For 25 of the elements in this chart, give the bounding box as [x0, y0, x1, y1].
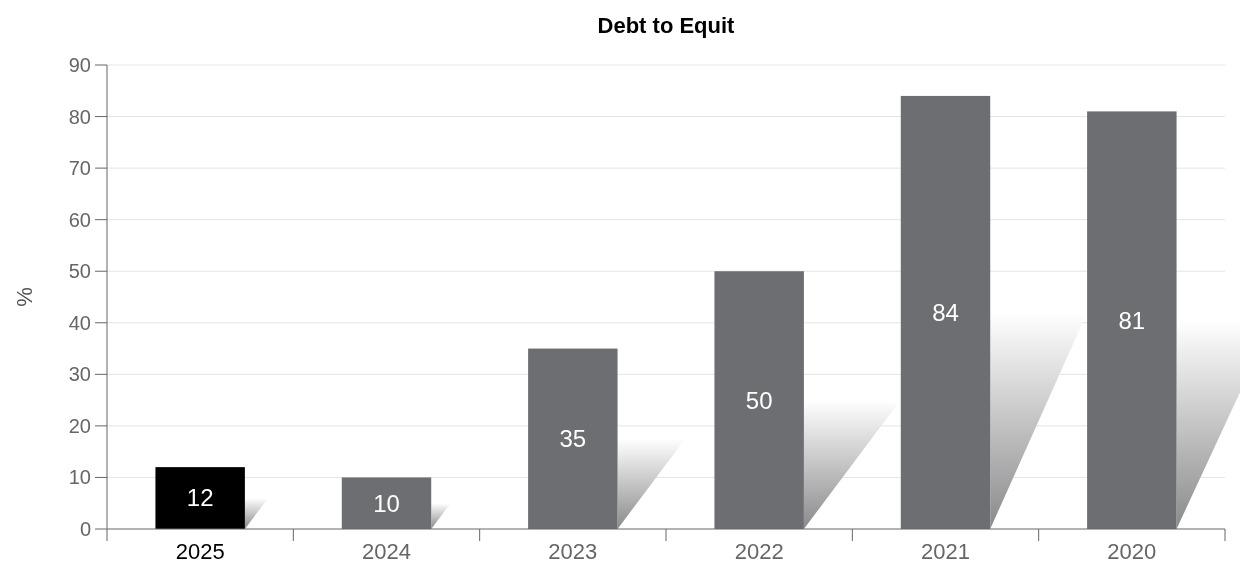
- x-tick-label: 2021: [921, 539, 970, 564]
- data-label: 81: [1118, 306, 1146, 334]
- x-tick-label: 2023: [548, 539, 598, 564]
- x-tick-label: 2022: [734, 539, 784, 564]
- bar: [155, 467, 245, 529]
- y-tick-label: 30: [68, 363, 91, 386]
- y-tick-label: 70: [68, 157, 91, 180]
- y-tick-label: 10: [68, 466, 91, 489]
- data-label: 35: [559, 425, 587, 453]
- data-label: 84: [932, 298, 959, 326]
- x-tick-label: 2020: [1107, 539, 1157, 564]
- y-tick-label: 80: [68, 105, 91, 128]
- x-tick-label: 2025: [175, 539, 225, 564]
- y-tick-label: 50: [68, 260, 91, 283]
- y-tick-label: 40: [68, 311, 91, 334]
- x-tick-label: 2024: [362, 539, 411, 564]
- y-axis-title: %: [12, 287, 37, 307]
- data-label: 12: [186, 484, 214, 512]
- data-label: 50: [745, 386, 773, 414]
- y-tick-label: 90: [68, 54, 91, 76]
- data-label: 10: [373, 489, 400, 517]
- y-tick-label: 20: [68, 414, 91, 437]
- y-tick-label: 0: [79, 518, 91, 540]
- chart-title: Debt to Equit: [597, 13, 736, 38]
- y-tick-label: 60: [68, 208, 91, 231]
